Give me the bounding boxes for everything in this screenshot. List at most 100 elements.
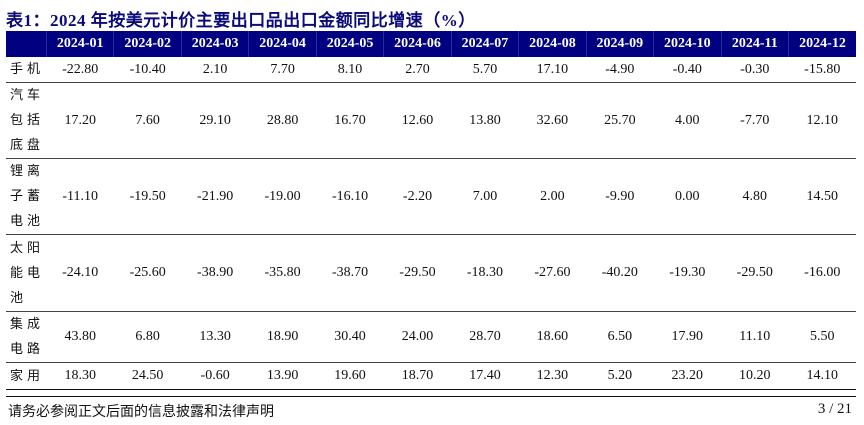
value-cell: 28.70: [451, 311, 519, 363]
header-corner: [6, 31, 47, 57]
value-cell: 32.60: [518, 82, 587, 159]
column-header: 2024-01: [45, 31, 114, 57]
table-header-row: 2024-01 2024-02 2024-03 2024-04 2024-05 2024-…: [6, 31, 856, 57]
value-cell: -27.60: [518, 234, 587, 312]
column-header: 2024-05: [315, 31, 384, 57]
table-row: 手机 -22.80 -10.40 2.10 7.70 8.10 2.70 5.70 17.10-…: [6, 57, 856, 83]
table-row: 家用 18.30 24.50 -0.60 13.90 19.60 18.70 17.40 12.…: [6, 362, 856, 390]
value-cell: -40.20: [586, 234, 654, 312]
value-cell: -16.00: [788, 234, 856, 312]
row-label-cell: 家用: [6, 362, 47, 390]
column-header: 2024-11: [720, 31, 789, 57]
value-cell: -9.90: [586, 158, 654, 235]
value-cell: 2.00: [518, 158, 587, 235]
value-cell: -19.30: [653, 234, 722, 312]
column-header: 2024-10: [653, 31, 722, 57]
value-cell: -19.50: [113, 158, 182, 235]
value-cell: -10.40: [113, 57, 182, 83]
value-cell: 11.10: [721, 311, 789, 363]
disclaimer: 请务必参阅正文后面的信息披露和法律声明: [8, 404, 274, 420]
value-cell: 16.70: [316, 82, 384, 159]
value-cell: 25.70: [586, 82, 654, 159]
value-cell: 18.70: [383, 362, 452, 390]
row-label-cell: 汽车包括底盘: [6, 82, 47, 159]
value-cell: -38.90: [181, 234, 249, 312]
row-label: 汽车包括底盘: [10, 88, 45, 153]
value-cell: -11.10: [46, 158, 114, 235]
row-label-cell: 集成电路: [6, 311, 47, 363]
value-cell: 29.10: [181, 82, 249, 159]
value-cell: -7.70: [721, 82, 789, 159]
column-header: 2024-03: [180, 31, 249, 57]
value-cell: -16.10: [316, 158, 384, 235]
value-cell: 17.10: [518, 57, 587, 83]
value-cell: 18.30: [46, 362, 114, 390]
column-header: 2024-09: [585, 31, 654, 57]
value-cell: 24.50: [113, 362, 182, 390]
value-cell: 24.00: [383, 311, 452, 363]
table-row: 集成电路 43.80 6.80 13.30 18.90 30.40 24.00 28.70 18…: [6, 311, 856, 363]
value-cell: 4.80: [721, 158, 789, 235]
row-label: 集成电路: [10, 317, 45, 357]
row-label: 太阳能电池: [10, 240, 45, 306]
value-cell: 7.60: [113, 82, 182, 159]
value-cell: -15.80: [788, 57, 856, 83]
value-cell: -0.40: [653, 57, 722, 83]
value-cell: 14.50: [788, 158, 856, 235]
value-cell: 12.60: [383, 82, 452, 159]
row-label: 手机: [10, 62, 45, 77]
row-label: 锂离子蓄电池: [10, 164, 45, 229]
value-cell: 28.80: [248, 82, 317, 159]
table-title: 表1：2024 年按美元计价主要出口品出口金额同比增速（%）: [6, 11, 476, 30]
value-cell: -18.30: [451, 234, 519, 312]
value-cell: -29.50: [383, 234, 452, 312]
column-header: 2024-07: [450, 31, 519, 57]
row-label: 家用: [10, 368, 45, 384]
row-label-cell: 太阳能电池: [6, 234, 47, 312]
value-cell: 6.50: [586, 311, 654, 363]
value-cell: -25.60: [113, 234, 182, 312]
value-cell: 5.70: [451, 57, 519, 83]
value-cell: 14.10: [788, 362, 856, 390]
table-row: 锂离子蓄电池 -11.10 -19.50 -21.90 -19.00 -16.10 -2.2…: [6, 158, 856, 235]
value-cell: -35.80: [248, 234, 317, 312]
value-cell: 12.30: [518, 362, 587, 390]
value-cell: 13.80: [451, 82, 519, 159]
table-row: 太阳能电池 -24.10 -25.60 -38.90 -35.80 -38.70 -29.5…: [6, 234, 856, 312]
value-cell: -29.50: [721, 234, 789, 312]
value-cell: -19.00: [248, 158, 317, 235]
value-cell: 2.10: [181, 57, 249, 83]
value-cell: 43.80: [46, 311, 114, 363]
column-header: 2024-02: [113, 31, 182, 57]
value-cell: -21.90: [181, 158, 249, 235]
value-cell: -4.90: [586, 57, 654, 83]
column-header: 2024-06: [383, 31, 452, 57]
value-cell: 13.90: [248, 362, 317, 390]
value-cell: 7.00: [451, 158, 519, 235]
value-cell: 23.20: [653, 362, 722, 390]
value-cell: 30.40: [316, 311, 384, 363]
value-cell: -22.80: [46, 57, 114, 83]
value-cell: -38.70: [316, 234, 384, 312]
value-cell: 12.10: [788, 82, 856, 159]
column-header: 2024-12: [787, 31, 856, 57]
footer-divider: [6, 396, 856, 397]
value-cell: -0.60: [181, 362, 249, 390]
value-cell: 8.10: [316, 57, 384, 83]
value-cell: 5.20: [586, 362, 654, 390]
value-cell: 2.70: [383, 57, 452, 83]
value-cell: 13.30: [181, 311, 249, 363]
value-cell: 5.50: [788, 311, 856, 363]
table-row: 汽车包括底盘 17.20 7.60 29.10 28.80 16.70 12.60 13.80…: [6, 82, 856, 159]
row-label-cell: 锂离子蓄电池: [6, 158, 47, 235]
export-growth-table: 2024-01 2024-02 2024-03 2024-04 2024-05 2024-…: [6, 31, 856, 390]
column-header: 2024-04: [248, 31, 317, 57]
value-cell: 0.00: [653, 158, 722, 235]
page-number: 3 / 21: [817, 401, 852, 417]
value-cell: 19.60: [316, 362, 384, 390]
value-cell: 4.00: [653, 82, 722, 159]
row-label-cell: 手机: [6, 57, 47, 83]
value-cell: 17.40: [451, 362, 519, 390]
value-cell: -0.30: [721, 57, 789, 83]
value-cell: 17.90: [653, 311, 722, 363]
